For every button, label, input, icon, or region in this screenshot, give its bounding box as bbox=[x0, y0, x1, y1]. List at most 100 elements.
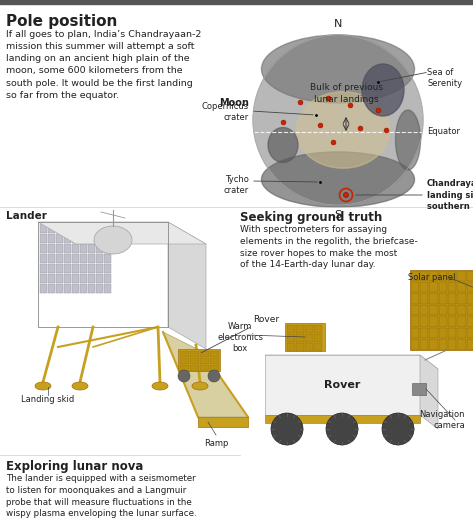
Text: Sea of
Serenity: Sea of Serenity bbox=[427, 68, 462, 88]
Text: N: N bbox=[334, 19, 342, 29]
Bar bbox=[104, 274, 111, 283]
Text: Rover: Rover bbox=[201, 315, 279, 353]
Bar bbox=[314, 325, 322, 333]
Bar bbox=[80, 244, 87, 253]
Bar bbox=[296, 334, 304, 342]
Bar bbox=[64, 254, 71, 263]
Bar bbox=[88, 244, 95, 253]
Bar bbox=[296, 325, 304, 333]
Circle shape bbox=[178, 370, 190, 382]
Bar bbox=[64, 264, 71, 273]
Bar bbox=[420, 339, 428, 349]
Bar bbox=[467, 270, 473, 281]
Bar bbox=[420, 293, 428, 304]
Bar bbox=[104, 244, 111, 253]
Bar bbox=[438, 282, 447, 292]
Bar bbox=[457, 293, 466, 304]
Bar bbox=[457, 316, 466, 326]
Bar bbox=[88, 284, 95, 293]
Bar bbox=[438, 327, 447, 338]
Ellipse shape bbox=[72, 382, 88, 390]
Bar bbox=[48, 274, 55, 283]
Bar bbox=[96, 264, 103, 273]
Bar bbox=[48, 284, 55, 293]
Bar bbox=[429, 327, 438, 338]
Bar bbox=[104, 284, 111, 293]
Ellipse shape bbox=[395, 110, 420, 170]
Bar bbox=[210, 351, 219, 357]
Text: With spectrometers for assaying
elements in the regolith, the briefcase-
size ro: With spectrometers for assaying elements… bbox=[240, 225, 418, 269]
Bar bbox=[420, 316, 428, 326]
Bar bbox=[104, 224, 111, 233]
Polygon shape bbox=[168, 222, 206, 349]
Bar bbox=[104, 264, 111, 273]
Bar bbox=[40, 274, 47, 283]
Circle shape bbox=[326, 413, 358, 445]
Bar bbox=[190, 351, 199, 357]
Polygon shape bbox=[38, 222, 206, 244]
Bar bbox=[40, 254, 47, 263]
Ellipse shape bbox=[152, 382, 168, 390]
Bar bbox=[411, 293, 419, 304]
Bar bbox=[64, 274, 71, 283]
Bar bbox=[88, 224, 95, 233]
Bar bbox=[411, 270, 419, 281]
Bar bbox=[190, 365, 199, 371]
Text: Ramp: Ramp bbox=[204, 439, 228, 448]
Bar bbox=[305, 343, 313, 351]
Bar bbox=[296, 343, 304, 351]
Bar bbox=[48, 224, 55, 233]
Bar bbox=[438, 270, 447, 281]
Text: Tycho
crater: Tycho crater bbox=[224, 175, 249, 195]
Bar bbox=[467, 327, 473, 338]
Bar bbox=[411, 339, 419, 349]
Bar bbox=[448, 270, 456, 281]
Bar bbox=[38, 222, 168, 327]
Circle shape bbox=[271, 413, 303, 445]
Ellipse shape bbox=[192, 382, 208, 390]
Bar bbox=[40, 234, 47, 243]
Bar bbox=[448, 305, 456, 315]
Bar bbox=[72, 234, 79, 243]
Bar bbox=[448, 327, 456, 338]
Bar bbox=[80, 254, 87, 263]
Bar bbox=[56, 274, 63, 283]
Bar bbox=[210, 365, 219, 371]
Bar bbox=[72, 264, 79, 273]
Bar bbox=[429, 339, 438, 349]
Bar bbox=[96, 254, 103, 263]
Bar bbox=[285, 323, 325, 351]
Bar bbox=[56, 234, 63, 243]
Bar bbox=[411, 282, 419, 292]
Bar bbox=[305, 325, 313, 333]
Bar bbox=[96, 284, 103, 293]
Bar bbox=[64, 244, 71, 253]
Bar bbox=[64, 224, 71, 233]
Bar bbox=[48, 264, 55, 273]
Bar bbox=[314, 343, 322, 351]
Bar bbox=[200, 365, 209, 371]
Bar bbox=[56, 224, 63, 233]
Text: Exploring lunar nova: Exploring lunar nova bbox=[6, 460, 143, 473]
Bar bbox=[80, 264, 87, 273]
Bar bbox=[96, 234, 103, 243]
Polygon shape bbox=[163, 332, 248, 417]
Bar bbox=[48, 234, 55, 243]
Bar bbox=[420, 282, 428, 292]
Bar bbox=[287, 325, 295, 333]
Bar bbox=[48, 244, 55, 253]
Ellipse shape bbox=[268, 128, 298, 162]
Text: Solar panel: Solar panel bbox=[408, 274, 455, 282]
Bar bbox=[467, 293, 473, 304]
Text: Warm
electronics
box: Warm electronics box bbox=[217, 322, 263, 353]
Text: Navigation
camera: Navigation camera bbox=[420, 410, 465, 430]
Text: Rover: Rover bbox=[324, 380, 360, 390]
Bar bbox=[467, 305, 473, 315]
Bar bbox=[56, 264, 63, 273]
Bar bbox=[457, 270, 466, 281]
Bar bbox=[80, 224, 87, 233]
Bar bbox=[72, 224, 79, 233]
Circle shape bbox=[382, 413, 414, 445]
Text: If all goes to plan, India’s Chandrayaan-2
mission this summer will attempt a so: If all goes to plan, India’s Chandrayaan… bbox=[6, 30, 201, 100]
Bar bbox=[305, 334, 313, 342]
